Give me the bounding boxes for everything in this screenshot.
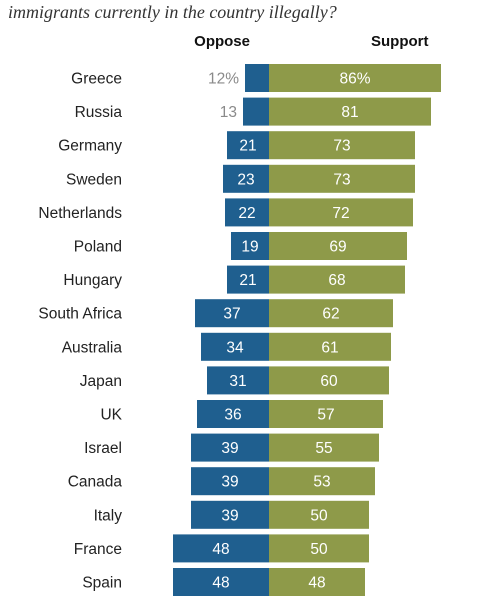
category-label-spain: Spain [82, 575, 122, 592]
bar-oppose-israel [191, 433, 269, 462]
value-label-support-australia: 61 [321, 339, 338, 356]
value-label-support-france: 50 [310, 541, 328, 558]
bar-support-japan [269, 366, 389, 395]
value-label-oppose-spain: 48 [212, 575, 229, 592]
bar-oppose-russia [243, 97, 269, 126]
category-label-japan: Japan [80, 373, 122, 390]
value-label-oppose-canada: 39 [221, 474, 238, 491]
value-label-support-canada: 53 [313, 474, 330, 491]
bar-support-spain [269, 568, 365, 596]
category-label-israel: Israel [84, 440, 122, 457]
value-label-support-hungary: 68 [328, 272, 345, 289]
value-label-oppose-poland: 19 [241, 239, 258, 256]
value-label-oppose-australia: 34 [226, 339, 244, 356]
value-label-oppose-israel: 39 [221, 440, 238, 457]
value-label-oppose-japan: 31 [229, 373, 246, 390]
category-label-uk: UK [100, 407, 122, 424]
value-label-support-japan: 60 [320, 373, 338, 390]
legend-oppose: Oppose [194, 33, 250, 50]
value-label-support-spain: 48 [308, 575, 325, 592]
category-label-south-africa: South Africa [38, 306, 122, 323]
bar-support-uk [269, 400, 383, 428]
bar-oppose-france [173, 534, 269, 563]
bar-support-australia [269, 332, 391, 361]
bar-support-netherlands [269, 198, 413, 227]
value-label-support-greece: 86% [339, 71, 370, 88]
category-label-germany: Germany [58, 138, 122, 155]
bar-oppose-uk [197, 400, 269, 428]
category-label-russia: Russia [75, 104, 123, 121]
value-label-oppose-france: 48 [212, 541, 229, 558]
value-label-support-south-africa: 62 [322, 306, 339, 323]
value-label-support-germany: 73 [333, 138, 350, 155]
value-label-support-israel: 55 [315, 440, 332, 457]
value-label-support-russia: 81 [341, 104, 358, 121]
value-label-oppose-hungary: 21 [239, 272, 256, 289]
bar-oppose-spain [173, 568, 269, 596]
value-label-oppose-russia: 13 [220, 104, 237, 121]
category-label-greece: Greece [71, 71, 122, 88]
value-label-oppose-italy: 39 [221, 507, 238, 524]
bar-support-canada [269, 467, 375, 496]
value-label-oppose-greece: 12% [208, 71, 239, 88]
bar-oppose-australia [201, 332, 269, 361]
bar-oppose-south-africa [195, 299, 269, 328]
value-label-oppose-netherlands: 22 [238, 205, 255, 222]
chart-title: immigrants currently in the country ille… [8, 2, 337, 22]
value-label-oppose-uk: 36 [224, 407, 241, 424]
category-label-sweden: Sweden [66, 171, 122, 188]
bar-oppose-italy [191, 500, 269, 529]
value-label-support-sweden: 73 [333, 171, 350, 188]
bar-oppose-japan [207, 366, 269, 395]
value-label-oppose-germany: 21 [239, 138, 256, 155]
bar-support-germany [269, 131, 415, 160]
bar-support-sweden [269, 164, 415, 193]
bar-support-israel [269, 433, 379, 462]
bar-support-poland [269, 232, 407, 260]
bar-oppose-hungary [227, 265, 269, 294]
category-label-hungary: Hungary [63, 272, 122, 289]
category-label-australia: Australia [62, 339, 123, 356]
bar-oppose-poland [231, 232, 269, 260]
bar-support-france [269, 534, 369, 563]
bar-oppose-sweden [223, 164, 269, 193]
bar-oppose-greece [245, 64, 269, 92]
bar-support-greece [269, 64, 441, 92]
value-label-support-netherlands: 72 [332, 205, 349, 222]
value-label-support-poland: 69 [329, 239, 346, 256]
legend-support: Support [371, 33, 429, 50]
category-label-poland: Poland [74, 239, 122, 256]
category-label-france: France [74, 541, 122, 558]
bar-oppose-germany [227, 131, 269, 160]
value-label-oppose-sweden: 23 [237, 171, 254, 188]
bar-support-south-africa [269, 299, 393, 328]
bar-support-italy [269, 500, 369, 529]
bar-support-hungary [269, 265, 405, 294]
category-label-italy: Italy [94, 507, 123, 524]
bar-oppose-canada [191, 467, 269, 496]
value-label-support-italy: 50 [310, 507, 328, 524]
category-label-netherlands: Netherlands [38, 205, 122, 222]
bar-oppose-netherlands [225, 198, 269, 227]
value-label-oppose-south-africa: 37 [223, 306, 240, 323]
bar-support-russia [269, 97, 431, 126]
category-label-canada: Canada [68, 474, 123, 491]
value-label-support-uk: 57 [317, 407, 334, 424]
